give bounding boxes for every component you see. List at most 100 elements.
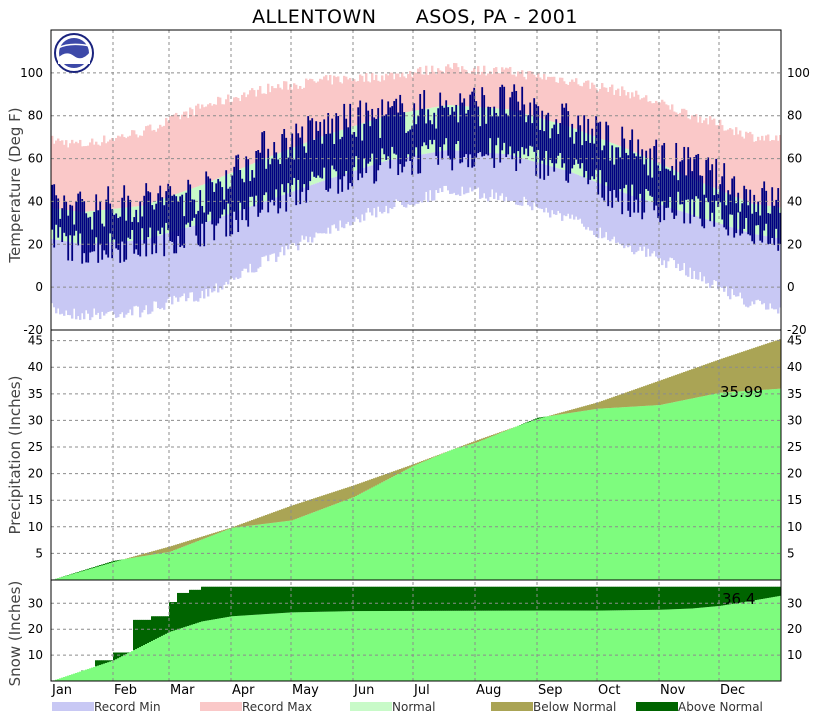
precip-below-normal-bar [181, 542, 184, 548]
snow-above-normal-bar [383, 586, 386, 611]
record-max-bar [295, 84, 298, 147]
snow-normal-bar [739, 602, 742, 681]
record-max-bar [431, 65, 434, 108]
record-min-bar [631, 195, 634, 252]
record-min-bar [179, 229, 182, 298]
record-min-bar [159, 235, 162, 310]
observed-temp-bar [155, 203, 158, 254]
precip-below-normal-bar [683, 372, 686, 401]
snow-normal-bar [409, 610, 412, 681]
snow-normal-bar [681, 608, 684, 681]
record-min-bar [385, 160, 388, 206]
snow-normal-bar [231, 616, 234, 681]
observed-temp-bar [459, 93, 462, 164]
record-max-bar [625, 95, 628, 149]
snow-normal-bar [125, 654, 128, 681]
record-max-bar [693, 115, 696, 180]
observed-temp-bar [255, 150, 258, 196]
precip-actual-bar [69, 574, 72, 580]
precip-actual-bar [533, 419, 536, 580]
snow-above-normal-bar [565, 586, 568, 611]
snow-above-normal-bar [413, 586, 416, 611]
record-min-bar [317, 182, 320, 234]
record-min-bar [141, 240, 144, 313]
record-min-bar [481, 152, 484, 198]
precip-actual-bar [699, 396, 702, 580]
precip-below-normal-bar [475, 440, 478, 443]
snow-above-normal-bar [287, 586, 290, 613]
observed-temp-bar [159, 185, 162, 235]
precip-below-normal-bar [625, 392, 628, 408]
snow-above-normal-bar [385, 586, 388, 611]
snow-normal-bar [499, 610, 502, 681]
precip-actual-bar [521, 424, 524, 580]
observed-temp-bar [527, 115, 530, 157]
precip-below-normal-bar [551, 414, 554, 416]
record-min-bar [99, 243, 102, 320]
snow-normal-bar [421, 610, 424, 681]
precip-below-normal-bar [309, 499, 312, 514]
observed-temp-bar [205, 171, 208, 222]
legend-label: Below Normal [533, 700, 616, 714]
precip-actual-bar [773, 389, 776, 580]
precip-actual-bar [457, 447, 460, 580]
observed-temp-bar [679, 161, 682, 205]
record-min-bar [469, 151, 472, 188]
precip-actual-bar [249, 525, 252, 580]
record-max-bar [351, 80, 354, 127]
observed-temp-bar [89, 216, 92, 253]
precip-below-normal-bar [379, 476, 382, 484]
record-min-bar [311, 184, 314, 243]
precip-actual-bar [231, 527, 234, 580]
snow-above-normal-bar [627, 586, 630, 611]
precip-actual-bar [707, 395, 710, 580]
snow-tick-label: 10 [28, 648, 43, 662]
precip-actual-bar [585, 410, 588, 580]
record-max-bar [537, 73, 540, 118]
record-min-bar [503, 153, 506, 202]
record-min-bar [615, 189, 618, 244]
snow-above-normal-bar [665, 586, 668, 610]
precip-actual-bar [555, 415, 558, 580]
month-label: May [292, 683, 319, 698]
precip-actual-bar [545, 416, 548, 580]
observed-temp-bar [663, 142, 666, 221]
snow-normal-bar [615, 610, 618, 681]
snow-normal-bar [113, 660, 116, 681]
snow-normal-bar [541, 610, 544, 681]
snow-above-normal-bar [119, 652, 122, 658]
observed-temp-bar [653, 146, 656, 211]
snow-above-normal-bar [645, 586, 648, 610]
observed-temp-bar [779, 212, 782, 244]
record-min-bar [645, 200, 648, 257]
observed-temp-bar [441, 105, 444, 160]
precip-actual-bar [547, 416, 550, 580]
observed-temp-bar [681, 160, 684, 205]
snow-above-normal-bar [603, 586, 606, 611]
snow-normal-bar [159, 636, 162, 681]
snow-normal-bar [263, 614, 266, 681]
record-min-bar [135, 240, 138, 306]
observed-temp-bar [311, 118, 314, 172]
precip-actual-bar [691, 398, 694, 580]
precip-actual-bar [573, 412, 576, 580]
record-max-bar [763, 140, 766, 206]
snow-normal-bar [69, 674, 72, 681]
precip-below-normal-bar [219, 531, 222, 533]
precip-actual-bar [523, 423, 526, 580]
snow-above-normal-bar [511, 586, 514, 611]
record-max-bar [553, 76, 556, 123]
record-min-bar [309, 185, 312, 237]
record-max-bar [349, 77, 352, 128]
snow-above-normal-bar [221, 586, 224, 618]
snow-above-normal-bar [501, 586, 504, 611]
precip-below-normal-bar [243, 522, 246, 527]
precip-actual-bar [677, 401, 680, 580]
snow-normal-bar [625, 610, 628, 681]
snow-above-normal-bar [359, 586, 362, 612]
observed-temp-bar [321, 143, 324, 179]
snow-above-normal-bar [289, 586, 292, 613]
precip-above-normal-bar [113, 560, 116, 562]
record-max-bar [743, 138, 746, 201]
record-max-bar [567, 84, 570, 127]
